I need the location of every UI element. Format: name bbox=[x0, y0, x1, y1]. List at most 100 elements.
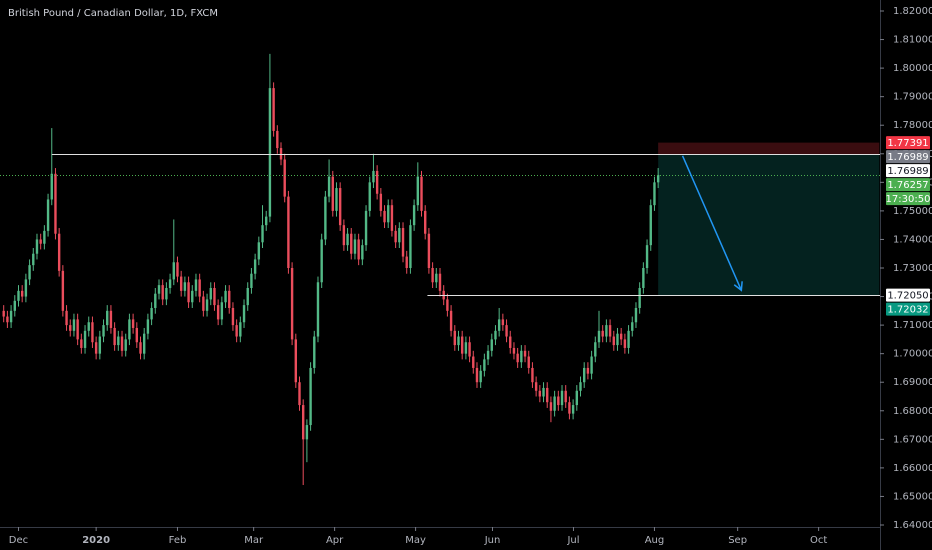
y-tick-label: 1.71000 bbox=[893, 320, 932, 331]
candle-body bbox=[57, 233, 61, 271]
candle-body bbox=[187, 282, 190, 303]
candle-body bbox=[390, 205, 394, 231]
candle-body bbox=[287, 196, 290, 268]
candle-body bbox=[246, 287, 249, 306]
candle-body bbox=[139, 342, 142, 354]
candle-body bbox=[509, 336, 512, 348]
candle-body bbox=[54, 173, 57, 234]
candle-body bbox=[568, 402, 571, 414]
candle-body bbox=[420, 176, 423, 211]
candle-body bbox=[472, 356, 475, 368]
candle-body bbox=[627, 330, 630, 348]
candle-body bbox=[9, 310, 13, 323]
candle-body bbox=[43, 230, 46, 244]
price-label: 1.77391 bbox=[887, 138, 928, 149]
candle-body bbox=[412, 205, 416, 226]
candle-body bbox=[468, 342, 471, 357]
candle-body bbox=[135, 327, 139, 343]
price-label-bg bbox=[886, 150, 930, 164]
candle-body bbox=[35, 239, 39, 254]
candle-body bbox=[191, 290, 194, 303]
candle-body bbox=[601, 330, 604, 337]
candle-body bbox=[239, 322, 242, 337]
candle-body bbox=[527, 356, 530, 368]
candle-body bbox=[283, 159, 286, 197]
candle-body bbox=[656, 174, 660, 183]
candle-body bbox=[91, 322, 94, 343]
candle-body bbox=[531, 367, 534, 383]
candle-body bbox=[631, 322, 634, 331]
candle-body bbox=[309, 367, 312, 426]
candle-body bbox=[597, 330, 601, 343]
candle-body bbox=[154, 293, 157, 308]
candle-body bbox=[394, 230, 397, 243]
candle-body bbox=[272, 88, 275, 131]
candle-body bbox=[649, 205, 652, 246]
candle-body bbox=[150, 307, 153, 320]
y-tick-label: 1.82000 bbox=[893, 6, 932, 17]
candle-body bbox=[438, 273, 442, 291]
candle-body bbox=[623, 339, 627, 348]
candle-body bbox=[479, 370, 482, 383]
candle-body bbox=[605, 325, 608, 337]
candle-body bbox=[619, 333, 623, 340]
candle-body bbox=[17, 290, 20, 301]
candle-body bbox=[583, 367, 586, 383]
candle-body bbox=[350, 233, 353, 254]
candle-body bbox=[301, 405, 305, 440]
candle-body bbox=[61, 270, 65, 311]
candle-body bbox=[560, 390, 564, 406]
candle-body bbox=[257, 242, 261, 260]
candle-body bbox=[338, 188, 342, 226]
candle-body bbox=[143, 333, 146, 354]
x-tick-label: 2020 bbox=[82, 535, 110, 546]
candle-body bbox=[464, 342, 468, 354]
candle-body bbox=[172, 262, 175, 280]
candle-body bbox=[320, 239, 323, 283]
candle-body bbox=[250, 273, 253, 288]
y-tick-label: 1.65000 bbox=[893, 491, 932, 502]
candle-body bbox=[331, 176, 334, 211]
y-tick-label: 1.67000 bbox=[893, 434, 932, 445]
candle-body bbox=[494, 330, 497, 340]
candle-body bbox=[194, 279, 198, 291]
candle-body bbox=[313, 336, 316, 368]
candle-body bbox=[342, 225, 346, 246]
candle-body bbox=[224, 290, 227, 303]
y-tick-label: 1.75000 bbox=[893, 206, 932, 217]
candle-body bbox=[453, 330, 456, 346]
candle-body bbox=[398, 228, 401, 243]
candle-body bbox=[316, 282, 320, 337]
candle-body bbox=[109, 310, 113, 328]
candle-body bbox=[435, 273, 438, 283]
candle-body bbox=[235, 325, 238, 337]
price-label: 1.76989 bbox=[887, 152, 928, 163]
y-tick-label: 1.69000 bbox=[893, 377, 932, 388]
candle-body bbox=[579, 382, 582, 391]
arrow-shaft bbox=[681, 155, 743, 291]
candle-body bbox=[13, 300, 16, 311]
candle-body bbox=[213, 287, 216, 306]
candle-body bbox=[253, 259, 257, 274]
candle-body bbox=[72, 319, 76, 331]
candle-body bbox=[460, 336, 464, 354]
candle-body bbox=[265, 216, 268, 226]
candle-body bbox=[76, 319, 79, 340]
candle-body bbox=[279, 148, 283, 160]
candle-body bbox=[98, 336, 102, 354]
candle-body bbox=[416, 176, 420, 206]
candle-body bbox=[549, 402, 553, 411]
candle-body bbox=[449, 310, 453, 331]
x-tick-label: Mar bbox=[244, 535, 264, 546]
candle-body bbox=[261, 225, 264, 243]
candle-body bbox=[87, 322, 90, 331]
candle-body bbox=[298, 382, 301, 406]
candle-body bbox=[608, 325, 612, 337]
candle-body bbox=[590, 356, 593, 374]
price-label-bg bbox=[886, 136, 930, 150]
candle-body bbox=[346, 233, 349, 246]
countdown: 17:30:50 bbox=[886, 194, 931, 205]
candle-body bbox=[2, 310, 5, 317]
y-tick-label: 1.80000 bbox=[893, 63, 932, 74]
